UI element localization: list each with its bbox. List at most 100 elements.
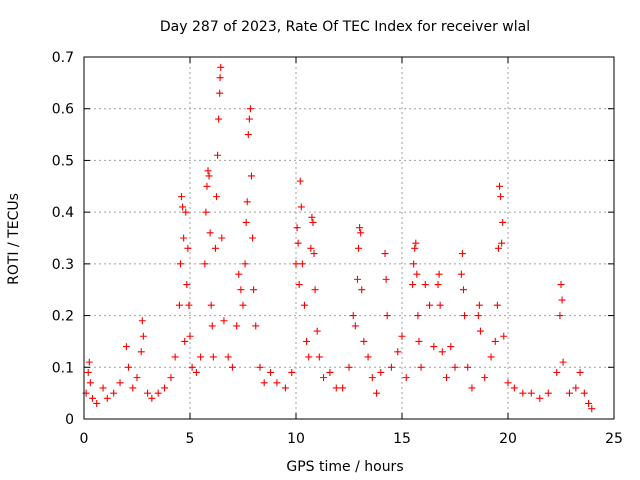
data-point (122, 343, 130, 351)
data-point (377, 368, 385, 376)
data-point (213, 193, 220, 201)
data-point (459, 286, 467, 294)
data-point (239, 301, 247, 309)
y-tick-label: 0.4 (52, 205, 74, 221)
y-tick-label: 0.6 (52, 102, 74, 118)
data-point (311, 286, 319, 294)
data-point (435, 270, 443, 278)
data-point (356, 224, 364, 232)
data-point (358, 286, 366, 294)
data-point (394, 348, 402, 356)
data-point (368, 374, 376, 382)
data-point (414, 312, 422, 320)
data-point (310, 250, 318, 258)
data-point (476, 327, 484, 335)
data-point (430, 343, 438, 351)
data-point (339, 384, 347, 392)
data-point (381, 250, 389, 258)
data-point (242, 218, 250, 226)
data-point (588, 405, 596, 413)
data-point (129, 384, 137, 392)
data-point (498, 239, 506, 247)
x-tick-label: 10 (287, 431, 305, 447)
data-point (332, 384, 340, 392)
data-point (246, 105, 254, 113)
data-point (451, 363, 459, 371)
data-point (171, 353, 179, 361)
data-point (216, 89, 224, 97)
data-point (468, 384, 476, 392)
data-point (500, 332, 508, 340)
data-point (474, 312, 482, 320)
data-point (179, 203, 187, 211)
x-tick-labels: 0 5 10 15 20 25 (80, 431, 623, 447)
data-point (345, 363, 353, 371)
data-point (256, 363, 264, 371)
x-tick-label: 0 (80, 431, 89, 447)
data-point (197, 353, 205, 361)
data-point (185, 301, 193, 309)
data-point (250, 286, 258, 294)
data-point (527, 389, 535, 397)
data-point (296, 177, 304, 185)
data-point (398, 332, 406, 340)
data-point (247, 172, 255, 180)
data-point (203, 182, 211, 190)
data-point (557, 281, 565, 289)
data-point (93, 399, 101, 407)
data-point (249, 234, 257, 242)
data-point (558, 296, 566, 304)
data-point (201, 260, 209, 268)
data-point (182, 208, 190, 216)
data-point (383, 312, 391, 320)
data-point (493, 301, 501, 309)
data-point (415, 337, 423, 345)
data-point (252, 322, 260, 330)
data-point (475, 301, 483, 309)
data-point (411, 244, 419, 252)
data-point (298, 260, 306, 268)
data-point (536, 394, 544, 402)
data-point (572, 384, 580, 392)
data-point (86, 379, 94, 387)
data-point (421, 281, 429, 289)
data-point (215, 115, 223, 123)
x-tick-label: 15 (393, 431, 411, 447)
data-point (202, 208, 210, 216)
data-point (139, 332, 147, 340)
data-point (243, 198, 251, 206)
data-point (382, 275, 390, 283)
data-point (499, 218, 507, 226)
data-point (178, 193, 186, 201)
data-point (208, 322, 216, 330)
data-point (138, 317, 146, 325)
data-point (307, 244, 315, 252)
data-point (387, 363, 395, 371)
data-point (297, 203, 305, 211)
y-tick-label: 0.7 (52, 50, 74, 66)
data-point (235, 270, 243, 278)
data-point (180, 234, 188, 242)
data-point (148, 394, 156, 402)
x-tick-label: 25 (605, 431, 623, 447)
data-point (481, 374, 489, 382)
y-tick-label: 0.3 (52, 257, 74, 273)
data-point (293, 224, 301, 232)
data-point (559, 358, 567, 366)
data-point (186, 332, 194, 340)
data-point (305, 353, 313, 361)
data-point (494, 244, 502, 252)
data-point (161, 384, 169, 392)
data-point (214, 151, 222, 159)
data-point (402, 374, 410, 382)
data-point (412, 239, 420, 247)
chart-title: Day 287 of 2023, Rate Of TEC Index for r… (160, 19, 530, 35)
data-point (510, 384, 518, 392)
data-point (580, 389, 588, 397)
data-point (99, 384, 107, 392)
data-point (205, 172, 213, 180)
data-point (183, 281, 191, 289)
data-point (281, 384, 289, 392)
data-point (228, 363, 236, 371)
data-point (409, 281, 417, 289)
